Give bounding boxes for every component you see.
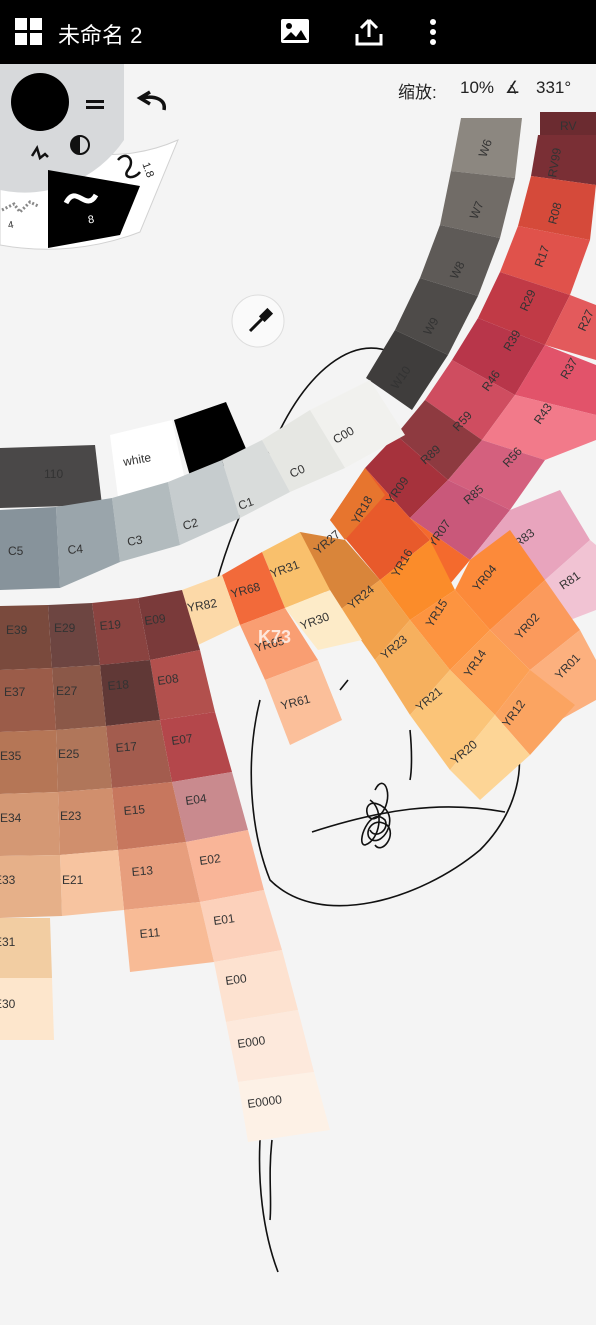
brush-size-left[interactable]: 4 (7, 219, 15, 232)
swatch-label[interactable]: E17 (115, 739, 138, 755)
swatch-label[interactable]: C4 (67, 542, 84, 557)
angle-icon: ∡ (505, 78, 521, 97)
swatch-label[interactable]: E23 (60, 809, 82, 823)
swatch-label[interactable]: E19 (99, 617, 122, 633)
swatch-label[interactable]: C3 (126, 532, 144, 549)
red-swatches: RV RV99 R08 R17 R29 R27 R39 R37 R46 R43 … (365, 112, 596, 620)
swatch-label[interactable]: E29 (54, 621, 76, 635)
angle-value: 331° (536, 78, 572, 97)
swatch-label[interactable]: E33 (0, 873, 16, 887)
swatch-label[interactable]: YR82 (186, 596, 218, 615)
swatch-label[interactable]: E11 (139, 925, 161, 941)
warm-grey-swatches: W6 W7 W8 W9 W10 (366, 118, 522, 410)
grid-menu-icon[interactable] (12, 14, 46, 50)
zoom-label: 缩放: (398, 83, 437, 102)
swatch-label[interactable]: E09 (143, 611, 166, 628)
swatch-label[interactable]: RV (560, 119, 576, 133)
swatch-label[interactable]: E39 (6, 623, 28, 637)
swatch-label[interactable]: E21 (62, 873, 84, 887)
swatch-label[interactable]: E02 (198, 851, 221, 868)
swatch-label[interactable]: E13 (131, 863, 154, 879)
swatch-label[interactable]: E30 (0, 997, 16, 1011)
swatch-label[interactable]: E00 (224, 971, 247, 988)
neutral-swatches: 110 white C00 C0 C1 C2 C3 C4 C5 (0, 380, 405, 590)
document-title[interactable]: 未命名 2 (58, 23, 143, 48)
swatch-label[interactable]: E18 (107, 677, 130, 693)
image-icon[interactable] (278, 14, 312, 50)
swatch-label[interactable]: E000 (236, 1033, 266, 1051)
brush-wheel (0, 64, 179, 250)
drawing-canvas[interactable]: W6 W7 W8 W9 W10 RV RV99 R08 R17 R29 R27 … (0, 64, 596, 1325)
swatch-label[interactable]: R08 (545, 201, 564, 226)
swatch-label[interactable]: 110 (44, 467, 63, 481)
swatch-label[interactable]: E15 (123, 802, 146, 818)
swatch-label[interactable]: E01 (212, 911, 235, 928)
swatch-label[interactable]: white (121, 450, 152, 469)
zoom-value: 10% (460, 78, 495, 97)
more-vertical-icon[interactable] (416, 14, 450, 50)
eyedropper-button (231, 294, 285, 348)
swatch-label[interactable]: C0 (287, 461, 307, 480)
swatch-label[interactable]: C5 (8, 544, 24, 558)
swatch-label[interactable]: E04 (184, 791, 207, 808)
swatch-label[interactable]: E07 (170, 731, 193, 748)
swatch-label[interactable]: E25 (58, 747, 80, 761)
watermark: K73 (258, 627, 291, 647)
swatch-label[interactable]: RV99 (545, 146, 564, 178)
undo-icon (136, 90, 166, 111)
swatch-label[interactable]: E08 (156, 671, 179, 688)
swatch-label[interactable]: W7 (467, 199, 487, 221)
swatch-label[interactable]: C2 (181, 515, 200, 533)
swatch-label[interactable]: W6 (476, 137, 495, 159)
top-toolbar: 未命名 2 (0, 0, 596, 64)
swatch-label[interactable]: C1 (236, 494, 256, 513)
swatch-label[interactable]: E0000 (246, 1092, 283, 1111)
upload-icon[interactable] (352, 14, 386, 50)
yellow-red-swatches: YR09 YR07 YR04 YR02 YR01 YR18 YR16 YR15 … (182, 468, 596, 800)
swatch-label[interactable]: E37 (4, 685, 26, 699)
swatch-label[interactable]: E31 (0, 935, 16, 949)
swatch-label[interactable]: E35 (0, 749, 22, 763)
earth-swatches: E09 E08 E07 E04 E02 E01 E00 E000 E0000 E… (0, 590, 330, 1142)
swatch-label[interactable]: E34 (0, 811, 22, 825)
swatch-label[interactable]: E27 (56, 684, 78, 698)
